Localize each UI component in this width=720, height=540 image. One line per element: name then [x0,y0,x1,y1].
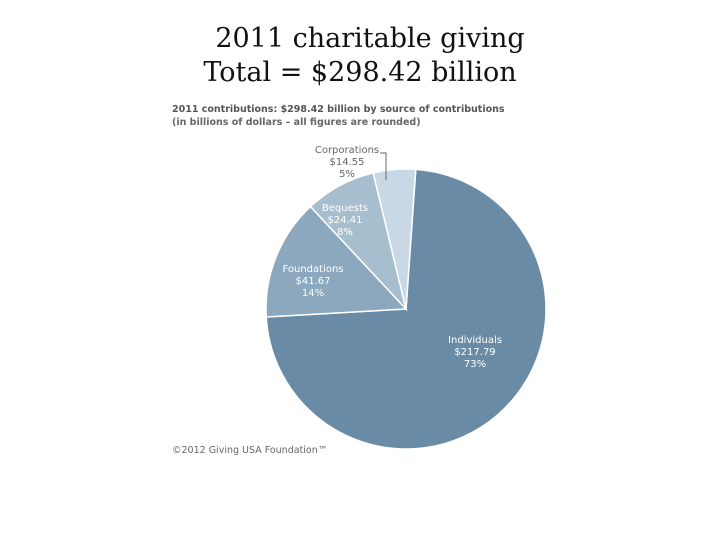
label-bequests-name: Bequests [322,203,368,214]
chart-footer: ©2012 Giving USA Foundation™ [172,445,328,456]
chart-header: 2011 contributions: $298.42 billion by s… [172,103,505,129]
corporations-leader-line [380,152,387,180]
chart-title: 2011 contributions: $298.42 billion by s… [172,104,505,115]
label-individuals-name: Individuals [448,335,502,346]
label-foundations-name: Foundations [282,264,343,275]
slide-title-line-2: Total = $298.42 billion [203,57,517,88]
pie-slice-corporations [372,168,417,310]
chart-subtitle: (in billions of dollars – all figures ar… [172,117,421,128]
label-corporations-value: $14.55 [330,157,365,168]
slide-title: 2011 charitable giving Total = $298.42 b… [0,22,720,90]
pie-slice-foundations [265,205,408,318]
label-bequests-value: $24.41 [328,215,363,226]
label-bequests-percent: 8% [337,227,353,238]
label-individuals-value: $217.79 [454,347,495,358]
slide-title-line-1: 2011 charitable giving [215,23,525,54]
label-individuals-percent: 73% [464,359,486,370]
label-foundations-percent: 14% [302,288,324,299]
label-corporations-name: Corporations [315,145,379,156]
label-foundations-value: $41.67 [296,276,331,287]
label-corporations-percent: 5% [339,169,355,180]
